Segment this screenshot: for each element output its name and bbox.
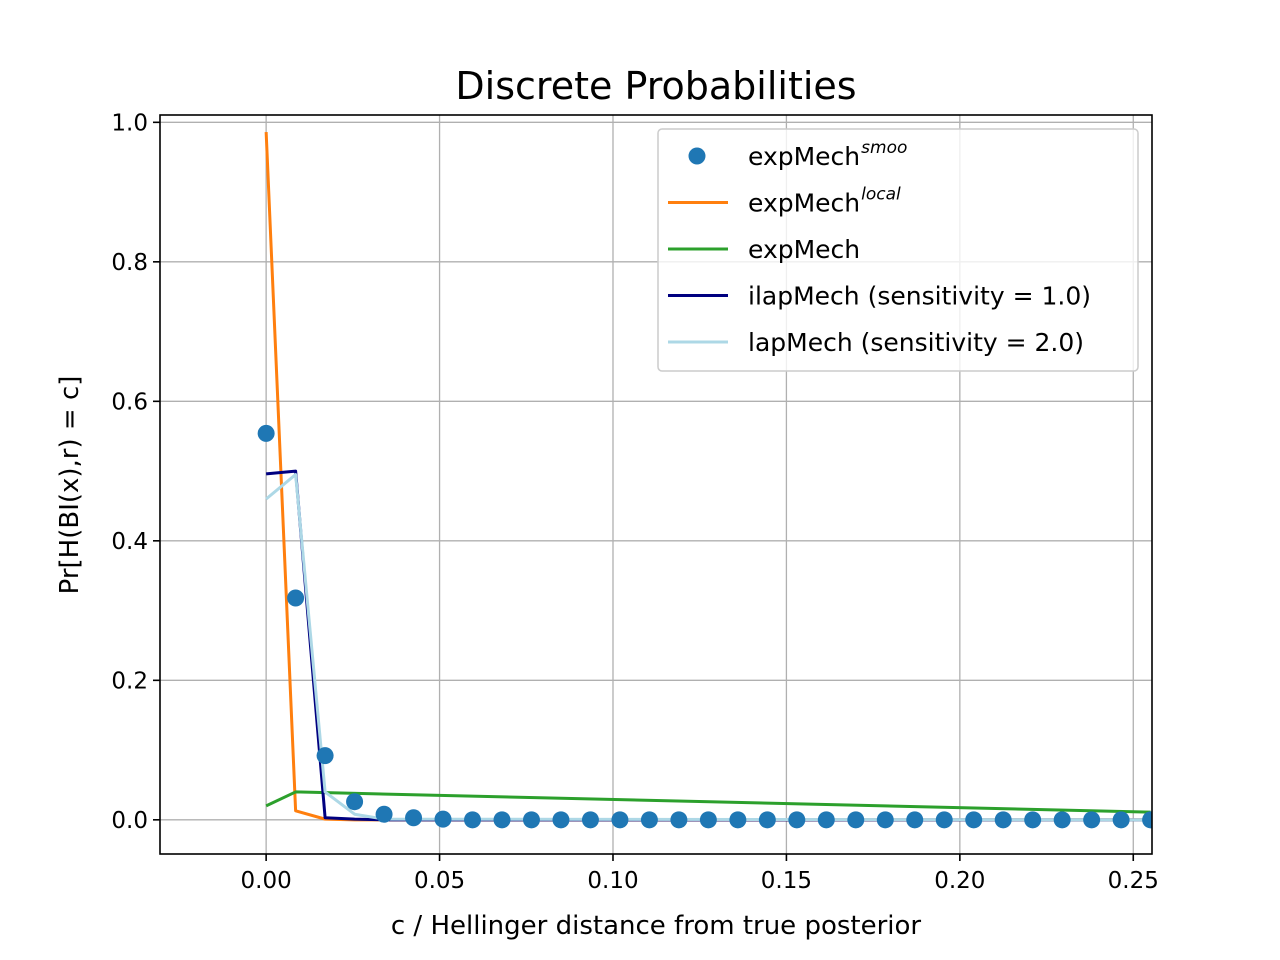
data-point-expmech-smoo [257, 424, 275, 442]
data-point-expmech-smoo [699, 811, 717, 829]
legend-label: lapMech (sensitivity = 2.0) [748, 328, 1084, 357]
data-point-expmech-smoo [906, 811, 924, 829]
data-point-expmech-smoo [493, 811, 511, 829]
legend-label: ilapMech (sensitivity = 1.0) [748, 282, 1091, 311]
y-tick-label: 0.6 [111, 389, 148, 415]
data-point-expmech-smoo [434, 810, 452, 828]
x-tick-label: 0.20 [934, 868, 985, 894]
data-point-expmech-smoo [552, 811, 570, 829]
data-point-expmech-smoo [581, 811, 599, 829]
data-point-expmech-smoo [670, 811, 688, 829]
data-point-expmech-smoo [522, 811, 540, 829]
legend: expMechsmoo expMechlocal expMech ilapMech (… [657, 128, 1139, 372]
data-point-expmech-smoo [611, 811, 629, 829]
y-tick-label: 0.0 [111, 808, 148, 834]
chart-title: Discrete Probabilities [455, 64, 856, 108]
plot-area [257, 132, 1152, 829]
data-point-expmech-smoo [847, 811, 865, 829]
legend-box [657, 128, 1139, 372]
y-tick-label: 0.4 [111, 529, 148, 555]
data-point-expmech-smoo [346, 793, 364, 811]
axes-frame [159, 114, 1153, 855]
y-axis-label: Pr[H(BI(x),r) = c] [55, 376, 85, 595]
x-tick-label: 0.05 [414, 868, 465, 894]
data-point-expmech-smoo [464, 811, 482, 829]
data-point-expmech-smoo [316, 747, 334, 765]
data-point-expmech-smoo [965, 811, 983, 829]
data-point-expmech-smoo [640, 811, 658, 829]
series-line-expmech [265, 790, 1151, 814]
y-tick-label: 0.2 [111, 668, 148, 694]
data-point-expmech-smoo [287, 589, 305, 607]
x-tick-label: 0.15 [761, 868, 812, 894]
data-point-expmech-smoo [405, 809, 423, 827]
legend-label: expMechlocal [748, 185, 901, 218]
data-point-expmech-smoo [1053, 811, 1071, 829]
x-axis-label: c / Hellinger distance from true posteri… [391, 911, 922, 941]
data-point-expmech-smoo [1024, 811, 1042, 829]
x-tick-label: 0.10 [587, 868, 638, 894]
data-point-expmech-smoo [788, 811, 806, 829]
y-tick-label: 0.8 [111, 250, 148, 276]
data-point-expmech-smoo [729, 811, 747, 829]
data-point-expmech-smoo [994, 811, 1012, 829]
x-tick-label: 0.00 [241, 868, 292, 894]
data-point-expmech-smoo [817, 811, 835, 829]
data-point-expmech-smoo [876, 811, 894, 829]
legend-marker [688, 147, 706, 165]
legend-label: expMech [748, 235, 860, 264]
data-point-expmech-smoo [758, 811, 776, 829]
x-tick-label: 0.25 [1108, 868, 1159, 894]
data-point-expmech-smoo [935, 811, 953, 829]
y-tick-label: 1.0 [111, 110, 148, 136]
data-point-expmech-smoo [1142, 811, 1152, 829]
ticks: 0.00 0.05 0.10 0.15 0.20 0.25 0.0 0.2 0.4 0.6 0.8 1… [111, 110, 1158, 894]
data-point-expmech-smoo [1112, 811, 1130, 829]
data-point-expmech-smoo [1083, 811, 1101, 829]
series-line-lapmech-sensitivity-2-0 [265, 473, 1151, 822]
data-point-expmech-smoo [375, 805, 393, 823]
legend-label: expMechsmoo [748, 138, 907, 171]
